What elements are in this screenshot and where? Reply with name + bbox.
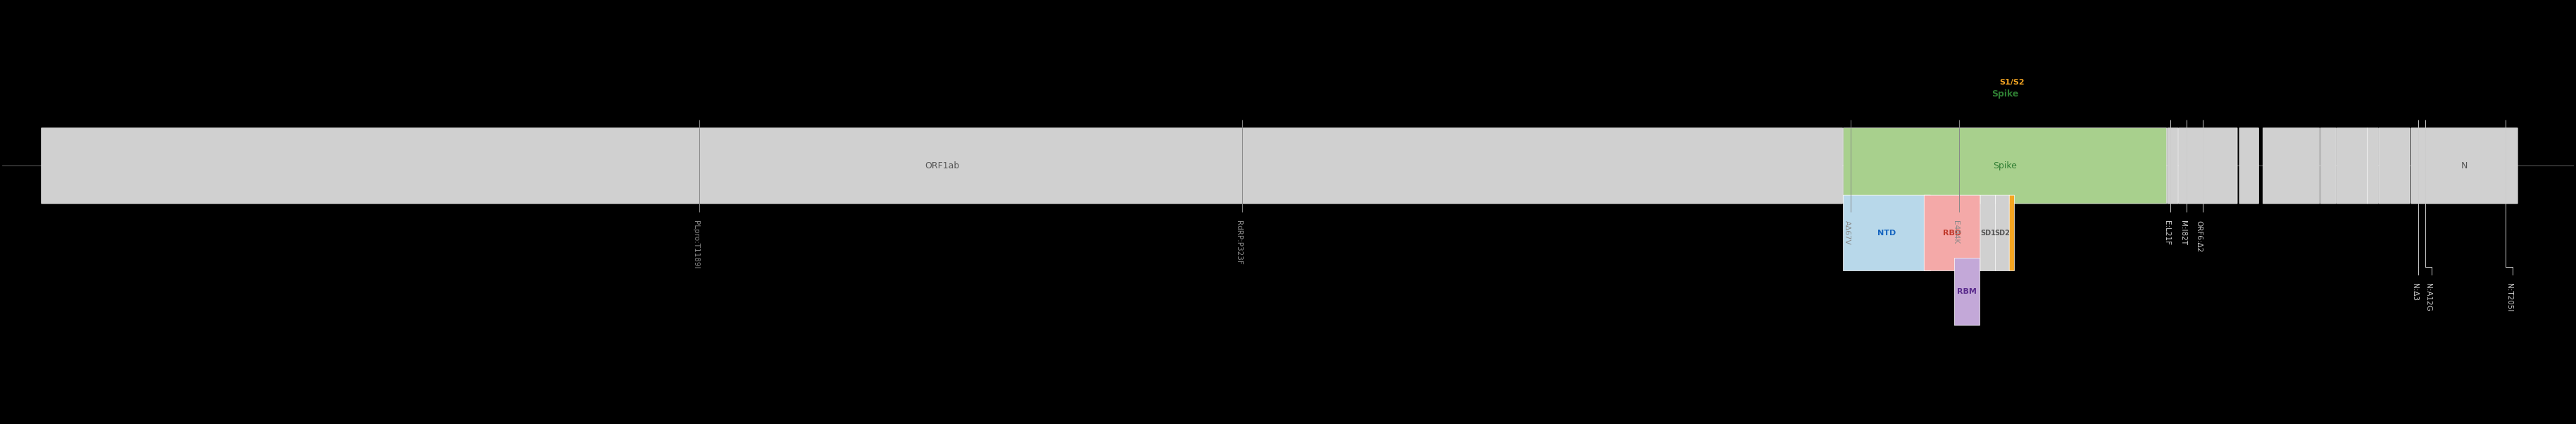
FancyBboxPatch shape (41, 128, 1842, 204)
Text: PLpro:T1189I: PLpro:T1189I (693, 220, 698, 269)
Text: E:L21F: E:L21F (2164, 220, 2172, 245)
FancyBboxPatch shape (1844, 128, 2166, 204)
Text: RdRP:P323F: RdRP:P323F (1236, 220, 1242, 265)
FancyBboxPatch shape (2239, 128, 2259, 204)
Text: N:A12G: N:A12G (2424, 283, 2432, 312)
FancyBboxPatch shape (2367, 128, 2378, 204)
Text: Spike: Spike (1991, 89, 2020, 98)
Text: RBM: RBM (1958, 288, 1976, 296)
FancyBboxPatch shape (1924, 195, 1981, 271)
FancyBboxPatch shape (1996, 195, 2009, 271)
Text: N:Δ3: N:Δ3 (2411, 283, 2419, 301)
Text: S1/S2: S1/S2 (1999, 79, 2025, 86)
FancyBboxPatch shape (1844, 195, 1929, 271)
FancyBboxPatch shape (2262, 128, 2318, 204)
FancyBboxPatch shape (2336, 128, 2367, 204)
Text: ORF1ab: ORF1ab (925, 161, 958, 170)
FancyBboxPatch shape (1981, 195, 1996, 271)
FancyBboxPatch shape (2321, 128, 2336, 204)
FancyBboxPatch shape (2166, 128, 2179, 204)
Text: SD2: SD2 (1994, 229, 2009, 237)
Text: N:T205I: N:T205I (2506, 283, 2512, 312)
Text: NTD: NTD (1878, 229, 1896, 237)
Text: E484K: E484K (1953, 220, 1960, 244)
FancyBboxPatch shape (1955, 258, 1981, 326)
Text: Spike: Spike (1994, 161, 2017, 170)
Text: N: N (2460, 161, 2468, 170)
FancyBboxPatch shape (2179, 128, 2239, 204)
Text: AΔ67V: AΔ67V (1844, 220, 1850, 245)
FancyBboxPatch shape (2380, 128, 2409, 204)
Text: SD1: SD1 (1981, 229, 1996, 237)
Text: RBD: RBD (1942, 229, 1960, 237)
Text: ORF6:Δ2: ORF6:Δ2 (2195, 220, 2202, 252)
FancyBboxPatch shape (2009, 195, 2014, 271)
Text: M:I82T: M:I82T (2179, 220, 2187, 245)
FancyBboxPatch shape (2411, 128, 2517, 204)
